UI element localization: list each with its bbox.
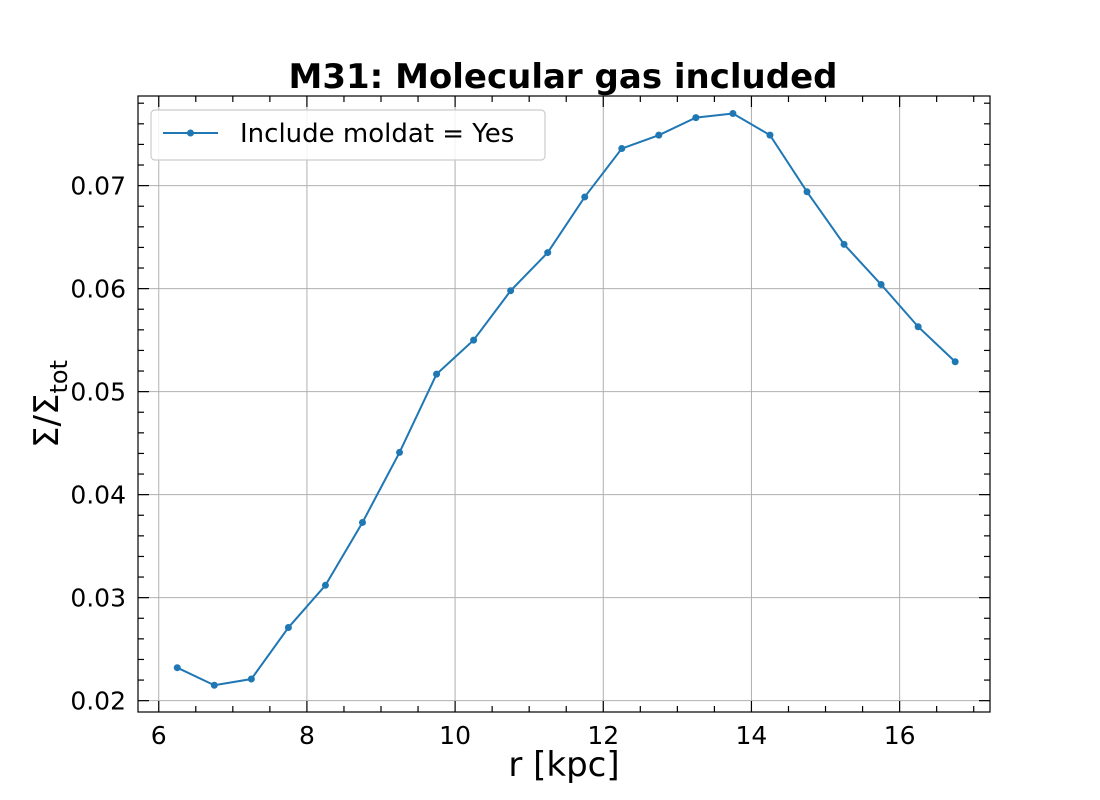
legend: Include moldat = Yes: [150, 109, 546, 161]
y-tick-label: 0.04: [70, 481, 126, 510]
grid: [138, 96, 990, 712]
data-point: [803, 188, 811, 196]
data-point: [877, 281, 885, 289]
ticks: [138, 96, 990, 712]
data-point: [692, 114, 700, 122]
y-tick-label: 0.06: [70, 275, 126, 304]
data-point: [470, 336, 478, 344]
data-point: [655, 131, 663, 139]
data-point: [284, 624, 292, 632]
plot-frame: [137, 95, 991, 713]
data-point: [766, 131, 774, 139]
y-tick-label: 0.07: [70, 172, 126, 201]
data-point: [840, 240, 848, 248]
x-tick-label: 6: [151, 721, 167, 750]
data-point: [321, 581, 329, 589]
x-tick-label: 12: [587, 721, 619, 750]
chart-title: M31: Molecular gas included: [288, 57, 837, 97]
data-point: [433, 370, 441, 378]
data-point: [396, 448, 404, 456]
legend-entry-label: Include moldat = Yes: [240, 119, 514, 149]
data-point: [951, 358, 959, 366]
legend-point-marker: [187, 129, 194, 137]
data-point: [544, 249, 552, 257]
x-tick-label: 8: [299, 721, 315, 750]
series-line: [176, 112, 956, 687]
x-tick-label: 16: [884, 721, 916, 750]
y-tick-label: 0.03: [70, 584, 126, 613]
data-point: [247, 675, 255, 683]
x-tick-label: 10: [439, 721, 471, 750]
data-point: [914, 323, 922, 331]
y-tick-label: 0.05: [70, 378, 126, 407]
data-point: [507, 287, 515, 295]
y-axis-label-main: Σ/Σ: [27, 394, 67, 448]
series: [173, 110, 959, 689]
data-point: [173, 664, 181, 672]
y-axis-label: Σ/Σtot: [27, 360, 73, 448]
y-axis-label-sub: tot: [45, 360, 73, 394]
data-point: [729, 110, 737, 118]
tick-labels: 6 8 10 12 14 16 0.02 0.03 0.04 0.05 0.06 0.07: [70, 172, 915, 750]
x-axis-label: r [kpc]: [508, 745, 619, 785]
data-point: [358, 518, 366, 526]
data-point: [210, 681, 218, 689]
y-tick-label: 0.02: [70, 687, 126, 716]
data-point: [618, 145, 626, 153]
legend-box: [150, 109, 546, 161]
data-point: [581, 193, 589, 201]
x-tick-label: 14: [736, 721, 768, 750]
